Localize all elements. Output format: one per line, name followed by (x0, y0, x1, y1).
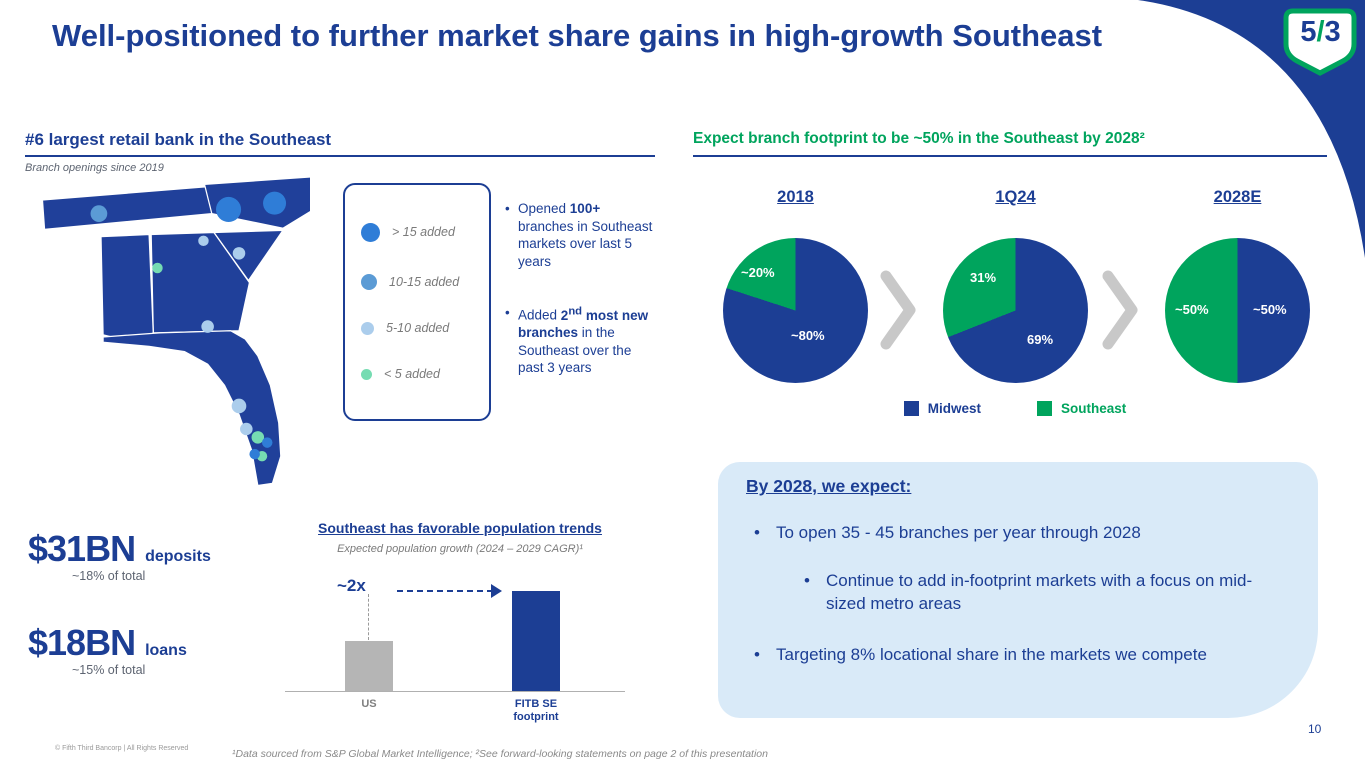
deposits-stat: $31BN deposits (28, 528, 211, 570)
shield-icon (1283, 8, 1357, 76)
arrowhead-icon (491, 584, 502, 598)
map-states (41, 176, 310, 487)
page-number: 10 (1308, 722, 1322, 736)
pie-year-2028e: 2028E (1213, 188, 1262, 206)
bullet-bold: 2nd most new branches (518, 305, 649, 341)
legend-item: 10-15 added (361, 273, 489, 290)
right-section-header: Expect branch footprint to be ~50% in th… (693, 130, 1145, 147)
large-blue-dot-icon (361, 222, 380, 242)
bullet-branches-added: Added 2nd most new branches in the South… (505, 304, 657, 377)
legend-item-midwest: Midwest (903, 401, 981, 416)
stat-value: $18BN (28, 622, 136, 663)
legend-label: Midwest (927, 401, 981, 416)
logo-slash: / (1316, 16, 1324, 48)
stat-label: deposits (145, 548, 211, 565)
logo-text: 5/3 (1283, 16, 1357, 49)
left-bullet-list: Opened 100+ branches in Southeast market… (505, 200, 657, 411)
population-chart-subtitle: Expected population growth (2024 – 2029 … (337, 543, 583, 555)
bullet-text: To open 35 - 45 branches per year throug… (776, 523, 1141, 542)
pie-chart-2028e: ~50% ~50% (1165, 238, 1310, 383)
pie-slice-label-southeast: ~20% (741, 265, 775, 280)
legend-label: Southeast (1061, 401, 1127, 416)
expect-sub-bullet: Continue to add in-footprint markets wit… (804, 570, 1276, 616)
bullet-superscript: nd (568, 305, 583, 318)
expect-box-title: By 2028, we expect: (746, 476, 912, 496)
bar-category-fitb: FITB SE footprint (513, 698, 559, 724)
copyright-text: © Fifth Third Bancorp | All Rights Reser… (55, 745, 189, 752)
legend-item: 5-10 added (361, 321, 489, 335)
expect-bullet: Targeting 8% locational share in the mar… (754, 644, 1266, 667)
pie-slice-label-midwest: ~50% (1253, 302, 1287, 317)
growth-annotation: ~2x (337, 576, 366, 595)
bullet-text: Continue to add in-footprint markets wit… (826, 571, 1253, 613)
southeast-map (41, 176, 310, 487)
bullet-bold-num: 2 (560, 307, 569, 323)
left-section-header: #6 largest retail bank in the Southeast (25, 130, 332, 149)
right-header-rule (693, 155, 1327, 157)
branch-dots (90, 191, 287, 462)
pie-chart-1q24: 31% 69% (943, 238, 1088, 383)
pie-slice-label-midwest: 69% (1027, 332, 1054, 347)
bullet-bold-rest: most new branches (518, 307, 649, 341)
legend-label: > 15 added (392, 225, 455, 240)
pie-slice-label-midwest: ~80% (791, 328, 825, 343)
midwest-swatch-icon (903, 401, 919, 416)
legend-label: < 5 added (384, 367, 440, 382)
stat-note: ~18% of total (72, 569, 146, 583)
green-dot-icon (361, 368, 372, 380)
map-legend: > 15 added 10-15 added 5-10 added < 5 ad… (343, 183, 491, 421)
southeast-swatch-icon (1037, 401, 1052, 416)
bullet-bold: 100+ (569, 201, 601, 216)
expect-box: By 2028, we expect: To open 35 - 45 bran… (718, 462, 1318, 718)
bullet-text: Opened (518, 201, 570, 216)
bar-category-us: US (361, 698, 377, 710)
light-blue-dot-icon (361, 321, 374, 335)
pie-slice-label-southeast: ~50% (1175, 302, 1209, 317)
legend-label: 5-10 added (386, 321, 450, 336)
bullet-text: in the Southeast over the past 3 years (518, 325, 632, 376)
bullet-branches-opened: Opened 100+ branches in Southeast market… (505, 200, 657, 270)
chevron-right-icon (880, 270, 916, 350)
legend-item-southeast: Southeast (1037, 401, 1126, 416)
bullet-text: branches in Southeast markets over last … (518, 218, 653, 269)
footnote-text: ¹Data sourced from S&P Global Market Int… (232, 748, 768, 760)
logo-five: 5 (1300, 16, 1316, 48)
bullet-text: Targeting 8% locational share in the mar… (776, 645, 1207, 664)
pie-year-1q24: 1Q24 (995, 188, 1036, 206)
population-chart-title: Southeast has favorable population trend… (318, 520, 602, 536)
pie-slice-label-southeast: 31% (970, 270, 997, 285)
legend-item: > 15 added (361, 222, 489, 242)
slide-title: Well-positioned to further market share … (52, 18, 1103, 53)
left-header-rule (25, 155, 655, 157)
bullet-text: Added (518, 307, 561, 323)
growth-arrow-icon (397, 590, 493, 592)
chevron-right-icon (1102, 270, 1138, 350)
population-bar-chart: ~2x US FITB SE footprint (285, 560, 625, 723)
stat-note: ~15% of total (72, 663, 146, 677)
bar-fitb-se (512, 591, 560, 691)
medium-blue-dot-icon (361, 273, 377, 290)
legend-label: 10-15 added (389, 274, 460, 289)
expect-bullet: To open 35 - 45 branches per year throug… (754, 522, 1296, 545)
pie-chart-2018: ~20% ~80% (723, 238, 868, 383)
map-caption: Branch openings since 2019 (25, 162, 164, 174)
logo-three: 3 (1324, 16, 1341, 48)
fifth-third-logo: 5/3 (1283, 8, 1357, 76)
loans-stat: $18BN loans (28, 622, 187, 664)
pie-year-2018: 2018 (777, 188, 814, 206)
stat-value: $31BN (28, 528, 136, 569)
pie-legend: Midwest Southeast (865, 401, 1165, 416)
legend-item: < 5 added (361, 367, 489, 381)
stat-label: loans (145, 642, 187, 659)
dashed-guide-line (368, 594, 369, 640)
bar-us (345, 641, 393, 691)
